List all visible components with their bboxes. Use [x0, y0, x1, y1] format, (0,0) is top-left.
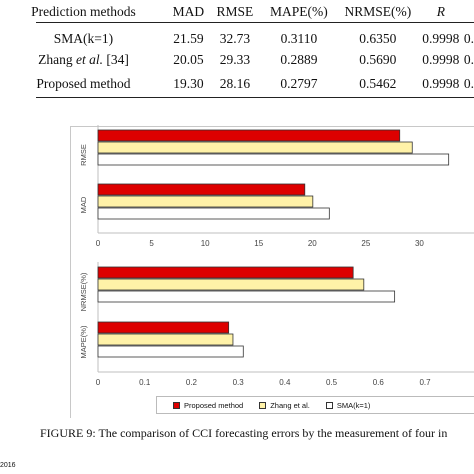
cell-mad: 20.05: [173, 52, 204, 67]
chart-legend: Proposed method Zhang et al. SMA(k=1): [156, 396, 474, 414]
category-label: MAD: [79, 196, 88, 213]
x-tick-label: 0.2: [186, 378, 198, 387]
bar: [97, 266, 354, 279]
table-row: Proposed method 19.30 28.16 0.2797 0.546…: [0, 72, 474, 96]
x-tick-label: 5: [149, 239, 154, 248]
x-tick-label: 0: [96, 378, 101, 387]
category-label: NRMSE(%): [79, 272, 88, 311]
cell-r: 0.9998: [422, 76, 460, 91]
x-tick-label: 25: [361, 239, 370, 248]
x-tick-label: 0.7: [419, 378, 431, 387]
table-header-row: Prediction methods MAD RMSE MAPE(%) NRMS…: [0, 0, 474, 24]
table-top-rule: [36, 22, 474, 23]
year-label: 2016: [0, 462, 16, 469]
cell-nrmse: 0.6350: [359, 31, 397, 46]
x-tick-label: 0.4: [279, 378, 291, 387]
legend-label-proposed: Proposed method: [184, 400, 244, 410]
legend-label-sma: SMA(k=1): [336, 400, 371, 410]
x-tick-label: 0.5: [326, 378, 338, 387]
cell-rmse: 28.16: [219, 76, 251, 91]
legend-item-proposed: Proposed method: [173, 401, 243, 410]
cell-cut: 0.: [463, 52, 474, 67]
cell-r: 0.9998: [422, 52, 460, 67]
cell-mad: 19.30: [173, 76, 204, 91]
bar: [97, 153, 450, 166]
header-methods: Prediction methods: [31, 4, 136, 19]
category-label: MAPE(%): [79, 325, 88, 358]
cell-method: Zhang et al. [34]: [38, 52, 129, 67]
table-bottom-rule: [36, 97, 474, 98]
header-nrmse: NRMSE(%): [344, 4, 412, 19]
x-tick-label: 20: [308, 239, 317, 248]
bar: [97, 345, 244, 358]
bar: [97, 183, 306, 196]
legend-swatch-zhang: [259, 401, 267, 409]
legend-swatch-sma: [325, 401, 333, 409]
table-row: Zhang et al. [34] 20.05 29.33 0.2889 0.5…: [0, 48, 474, 72]
bar: [97, 333, 234, 346]
cell-rmse: 32.73: [219, 31, 251, 46]
x-tick-label: 0: [96, 239, 101, 248]
legend-swatch-proposed: [173, 401, 180, 409]
cell-nrmse: 0.5462: [359, 76, 397, 91]
cell-rmse: 29.33: [219, 52, 251, 67]
header-mad: MAD: [172, 4, 205, 19]
legend-label-zhang: Zhang et al.: [270, 400, 310, 410]
x-tick-label: 10: [201, 239, 210, 248]
figure-frame: [70, 126, 474, 418]
legend-item-sma: SMA(k=1): [325, 400, 371, 410]
table-row: SMA(k=1) 21.59 32.73 0.3110 0.6350 0.999…: [0, 24, 474, 48]
results-table: Prediction methods MAD RMSE MAPE(%) NRMS…: [0, 0, 474, 96]
bar: [97, 290, 396, 303]
bar: [97, 141, 413, 154]
category-label: RMSE: [79, 144, 88, 166]
x-tick-label: 30: [415, 239, 424, 248]
x-tick-label: 0.1: [139, 378, 151, 387]
x-tick-label: 0.6: [373, 378, 385, 387]
cell-method: Proposed method: [36, 76, 131, 91]
header-rmse: RMSE: [216, 4, 254, 19]
cell-method: SMA(k=1): [53, 31, 114, 46]
bar: [97, 195, 314, 208]
bar: [97, 207, 330, 220]
x-tick-label: 0.3: [233, 378, 245, 387]
cell-mape: 0.3110: [280, 31, 318, 46]
legend-item-zhang: Zhang et al.: [259, 401, 310, 410]
bar: [97, 129, 401, 142]
x-tick-label: 15: [254, 239, 263, 248]
bar: [97, 278, 365, 291]
header-r: R: [436, 4, 445, 19]
cell-mad: 21.59: [173, 31, 204, 46]
header-mape: MAPE(%): [270, 4, 328, 19]
cell-nrmse: 0.5690: [359, 52, 397, 67]
cell-mape: 0.2889: [280, 52, 318, 67]
bar: [97, 321, 230, 334]
cell-cut: 0.: [463, 31, 474, 46]
cell-cut: 0.: [463, 76, 474, 91]
cell-r: 0.9998: [422, 31, 460, 46]
cell-mape: 0.2797: [280, 76, 318, 91]
figure-caption: FIGURE 9: The comparison of CCI forecast…: [40, 426, 448, 440]
